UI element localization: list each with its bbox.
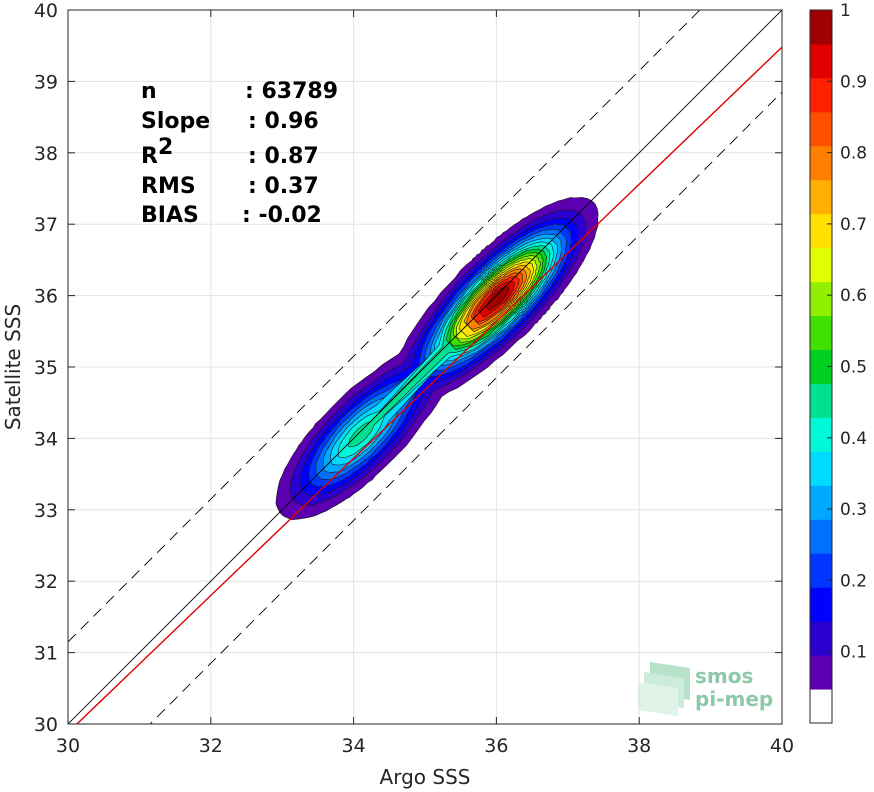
colorbar-tick-label: 0.3 (840, 500, 867, 520)
density-contour-level (485, 286, 510, 311)
stat-label: RMS (141, 174, 196, 199)
stat-value: : 0.96 (248, 109, 319, 134)
colorbar-segment (810, 179, 832, 215)
grid-lines (68, 10, 782, 724)
colorbar-segment (810, 383, 832, 418)
stat-value: : 0.87 (248, 144, 319, 169)
colorbar-tick-label: 0.4 (840, 429, 867, 449)
colorbar-segment (810, 349, 832, 384)
colorbar-segment (810, 485, 832, 520)
stat-label: BIAS (141, 203, 199, 228)
colorbar-segment (810, 417, 832, 452)
stat-label: n (141, 79, 157, 104)
y-tick-label: 40 (34, 0, 58, 22)
y-tick-label: 32 (34, 571, 58, 593)
x-tick-label: 40 (770, 735, 794, 757)
colorbar-tick-label: 0.6 (840, 286, 867, 306)
x-tick-label: 36 (484, 735, 508, 757)
reference-line-identity (68, 10, 782, 724)
logo-text-line2: pi-mep (695, 687, 773, 711)
colorbar: 0.1 0.2 0.3 0.4 0.5 0.6 0.7 0.8 0.9 1 (809, 1, 867, 724)
y-tick-label: 37 (34, 214, 58, 236)
x-axis-label: Argo SSS (380, 765, 471, 789)
y-tick-label: 34 (34, 428, 58, 450)
colorbar-segment (810, 519, 832, 554)
y-tick-label: 33 (34, 500, 58, 522)
logo-text-line1: smos (695, 664, 753, 688)
y-tick-label: 38 (34, 143, 58, 165)
colorbar-segment (810, 281, 832, 317)
x-axis-ticks: 30 32 34 36 38 40 (56, 10, 794, 757)
colorbar-tick-label: 0.7 (840, 215, 867, 235)
colorbar-tick-label: 1 (840, 1, 851, 21)
x-tick-label: 30 (56, 735, 80, 757)
colorbar-tick-label: 0.8 (840, 144, 867, 164)
colorbar-segment (810, 553, 832, 588)
colorbar-segment (810, 621, 832, 656)
colorbar-segment (810, 689, 832, 724)
stat-label: Slope (141, 109, 210, 134)
stat-value: : 0.37 (248, 174, 319, 199)
y-tick-label: 30 (34, 714, 58, 736)
x-tick-label: 34 (342, 735, 366, 757)
colorbar-segment (810, 315, 832, 351)
x-tick-label: 32 (199, 735, 223, 757)
density-contours (275, 197, 599, 520)
reference-lines (68, 10, 782, 724)
stat-value: : -0.02 (242, 203, 322, 228)
colorbar-segment (810, 77, 832, 113)
y-tick-label: 36 (34, 286, 58, 308)
y-axis-ticks: 30 31 32 33 34 35 36 37 38 39 40 (34, 0, 782, 736)
reference-line-regression (75, 46, 782, 724)
reference-line-identity-lower (149, 91, 782, 724)
colorbar-segment (810, 43, 832, 79)
colorbar-segment (810, 111, 832, 147)
colorbar-segment (810, 655, 832, 690)
stat-label-superscript: 2 (158, 135, 173, 160)
stat-value: : 63789 (245, 79, 338, 104)
stats-box: n : 63789 Slope : 0.96 R 2 : 0.87 RMS : 0.37 BIAS… (141, 79, 338, 228)
stat-label: R (141, 144, 158, 169)
colorbar-segment (810, 451, 832, 486)
smos-pi-mep-logo: smos pi-mep (638, 662, 773, 716)
colorbar-segment (810, 213, 832, 249)
colorbar-tick-label: 0.5 (840, 358, 867, 378)
colorbar-tick-label: 0.1 (840, 643, 867, 663)
colorbar-segment (810, 10, 832, 45)
y-tick-label: 35 (34, 357, 58, 379)
colorbar-segment (810, 145, 832, 181)
y-axis-label: Satellite SSS (1, 304, 25, 430)
colorbar-segment (810, 587, 832, 622)
colorbar-tick-label: 0.9 (840, 72, 867, 92)
x-tick-label: 38 (627, 735, 651, 757)
y-tick-label: 31 (34, 643, 58, 665)
colorbar-tick-label: 0.2 (840, 571, 867, 591)
logo-graphic-icon (638, 662, 690, 716)
y-tick-label: 39 (34, 71, 58, 93)
reference-line-identity-upper (68, 10, 701, 643)
colorbar-segment (810, 247, 832, 283)
